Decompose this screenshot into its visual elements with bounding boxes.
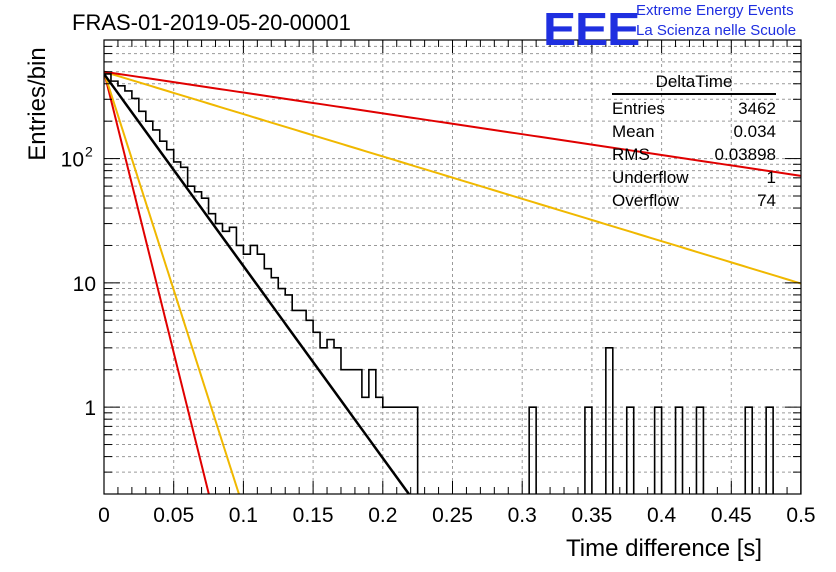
y-axis-label: Entries/bin (24, 47, 51, 161)
x-tick-label: 0.15 (293, 504, 334, 527)
logo-line-2: La Scienza nelle Scuole (636, 22, 797, 39)
stats-value: 3462 (738, 99, 776, 118)
x-tick-label: 0.45 (711, 504, 752, 527)
stats-row-rms: RMS 0.03898 (612, 143, 776, 166)
stats-value: 1 (766, 168, 776, 187)
histogram-bins (104, 73, 801, 494)
stats-row-underflow: Underflow 1 (612, 166, 776, 189)
stats-label: Underflow (612, 168, 689, 187)
stats-label: RMS (612, 145, 650, 164)
y-tick-exponent: 2 (85, 144, 93, 160)
logo-line-1: Extreme Energy Events (636, 2, 794, 19)
x-tick-label: 0.25 (432, 504, 473, 527)
reference-curve-red (104, 70, 801, 177)
x-tick-label: 0.05 (153, 504, 194, 527)
stats-title: DeltaTime (612, 72, 776, 95)
reference-curve-yellow (104, 71, 240, 494)
x-tick-label: 0 (98, 504, 110, 527)
eee-logo: EEE (543, 3, 640, 55)
stats-row-mean: Mean 0.034 (612, 120, 776, 143)
stats-value: 0.03898 (714, 145, 776, 164)
y-tick-label: 10 (73, 273, 96, 296)
stats-row-overflow: Overflow 74 (612, 189, 776, 212)
stats-box: DeltaTime Entries 3462 Mean 0.034 RMS 0.… (612, 72, 776, 212)
reference-curve-red (104, 71, 210, 494)
stats-value: 74 (757, 191, 776, 210)
x-tick-label: 0.3 (508, 504, 537, 527)
stats-label: Mean (612, 122, 655, 141)
x-tick-label: 0.35 (571, 504, 612, 527)
stats-value: 0.034 (733, 122, 776, 141)
x-tick-label: 0.1 (229, 504, 258, 527)
stats-row-entries: Entries 3462 (612, 97, 776, 120)
x-tick-label: 0.2 (368, 504, 397, 527)
chart-title: FRAS-01-2019-05-20-00001 (72, 10, 351, 35)
x-tick-label: 0.5 (786, 504, 815, 527)
stats-label: Overflow (612, 191, 680, 210)
y-tick-label: 1 (84, 397, 96, 420)
x-axis-label: Time difference [s] (566, 535, 763, 562)
reference-curve-yellow (104, 70, 801, 285)
x-tick-label: 0.4 (647, 504, 677, 527)
y-tick-label: 10 (61, 149, 84, 172)
stats-label: Entries (612, 99, 665, 118)
exponential-fit-curve (104, 73, 411, 494)
